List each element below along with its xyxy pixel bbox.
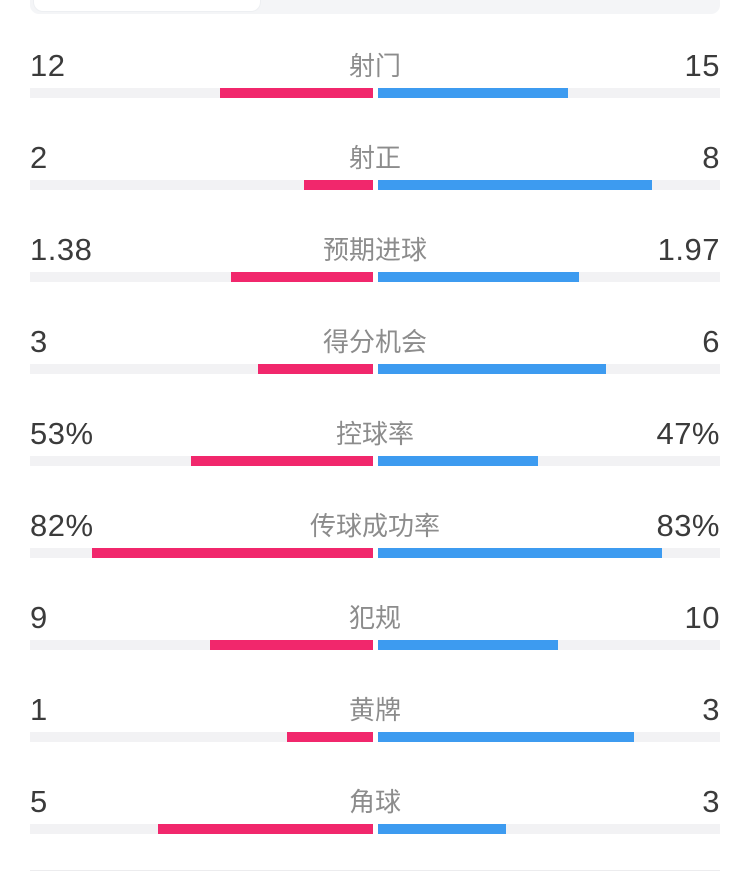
home-bar-fill <box>286 732 373 742</box>
stat-bar <box>30 824 720 834</box>
stat-row-corners: 5 角球 3 <box>30 750 720 842</box>
away-value: 3 <box>702 784 720 819</box>
away-bar-track <box>377 824 720 834</box>
stat-label: 预期进球 <box>322 235 428 265</box>
home-bar-fill <box>304 180 373 190</box>
home-value: 53% <box>30 416 94 451</box>
away-bar-fill <box>377 548 662 558</box>
match-stats-panel: 12 射门 15 2 射正 8 1.38 预期进球 1.97 <box>0 14 750 842</box>
away-bar-track <box>377 180 720 190</box>
home-bar-fill <box>190 456 373 466</box>
stat-label: 得分机会 <box>322 327 428 357</box>
home-bar-track <box>30 732 373 742</box>
away-bar-track <box>377 88 720 98</box>
home-bar-track <box>30 548 373 558</box>
away-bar-fill <box>377 640 558 650</box>
stat-row-pass-accuracy: 82% 传球成功率 83% <box>30 474 720 566</box>
stat-row-fouls: 9 犯规 10 <box>30 566 720 658</box>
home-bar-fill <box>220 88 373 98</box>
home-bar-fill <box>210 640 373 650</box>
home-bar-track <box>30 364 373 374</box>
away-bar-track <box>377 456 720 466</box>
stat-bar <box>30 548 720 558</box>
away-value: 47% <box>656 416 720 451</box>
home-value: 3 <box>30 324 48 359</box>
home-bar-track <box>30 88 373 98</box>
stat-bar <box>30 272 720 282</box>
bottom-divider <box>30 870 720 871</box>
stat-bar <box>30 364 720 374</box>
away-value: 1.97 <box>657 232 720 267</box>
home-bar-track <box>30 824 373 834</box>
away-value: 6 <box>702 324 720 359</box>
away-value: 10 <box>684 600 720 635</box>
home-value: 1 <box>30 692 48 727</box>
away-bar-fill <box>377 732 635 742</box>
home-value: 1.38 <box>30 232 93 267</box>
home-bar-track <box>30 456 373 466</box>
away-bar-fill <box>377 272 579 282</box>
stat-row-shots-on-target: 2 射正 8 <box>30 106 720 198</box>
away-value: 8 <box>702 140 720 175</box>
stat-bar <box>30 456 720 466</box>
away-bar-track <box>377 640 720 650</box>
stat-row-expected-goals: 1.38 预期进球 1.97 <box>30 198 720 290</box>
stat-label: 黄牌 <box>348 695 402 725</box>
home-bar-fill <box>91 548 373 558</box>
stat-bar <box>30 88 720 98</box>
home-bar-fill <box>158 824 373 834</box>
stat-label: 传球成功率 <box>309 511 441 541</box>
stat-row-yellow-cards: 1 黄牌 3 <box>30 658 720 750</box>
home-bar-fill <box>231 272 373 282</box>
away-bar-fill <box>377 364 606 374</box>
home-value: 2 <box>30 140 48 175</box>
stat-bar <box>30 180 720 190</box>
home-bar-fill <box>258 364 373 374</box>
away-value: 15 <box>684 48 720 83</box>
stat-bar <box>30 640 720 650</box>
home-value: 82% <box>30 508 94 543</box>
home-bar-track <box>30 272 373 282</box>
away-value: 3 <box>702 692 720 727</box>
away-bar-fill <box>377 824 506 834</box>
away-bar-fill <box>377 456 539 466</box>
away-bar-track <box>377 272 720 282</box>
away-bar-track <box>377 732 720 742</box>
home-value: 12 <box>30 48 66 83</box>
stat-bar <box>30 732 720 742</box>
stat-label: 控球率 <box>335 419 415 449</box>
stat-label: 射门 <box>348 51 402 81</box>
away-bar-track <box>377 364 720 374</box>
stat-row-possession: 53% 控球率 47% <box>30 382 720 474</box>
stat-label: 角球 <box>348 787 402 817</box>
home-value: 9 <box>30 600 48 635</box>
stat-label: 射正 <box>348 143 402 173</box>
away-value: 83% <box>656 508 720 543</box>
home-bar-track <box>30 180 373 190</box>
stat-row-shots: 12 射门 15 <box>30 14 720 106</box>
home-bar-track <box>30 640 373 650</box>
stat-row-big-chances: 3 得分机会 6 <box>30 290 720 382</box>
home-value: 5 <box>30 784 48 819</box>
tab-selected-segment[interactable] <box>33 0 261 12</box>
stat-label: 犯规 <box>348 603 402 633</box>
away-bar-fill <box>377 180 652 190</box>
away-bar-fill <box>377 88 568 98</box>
tabs-segmented-control[interactable] <box>30 0 720 14</box>
away-bar-track <box>377 548 720 558</box>
